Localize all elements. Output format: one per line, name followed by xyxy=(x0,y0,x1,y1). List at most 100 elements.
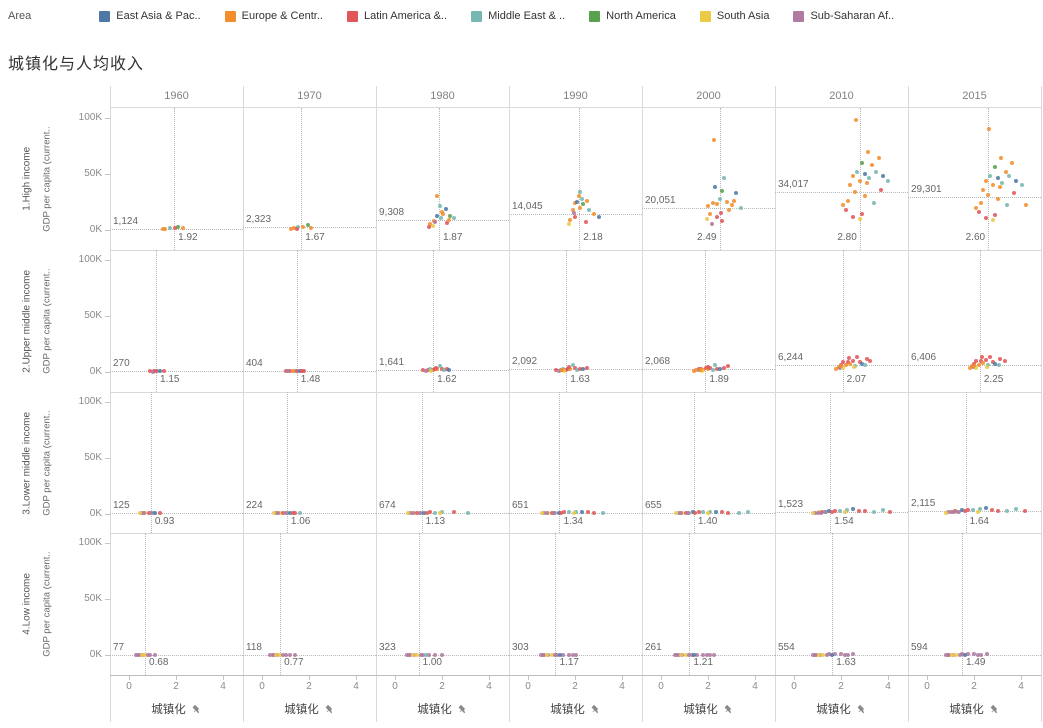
data-point[interactable] xyxy=(727,207,732,212)
data-point[interactable] xyxy=(271,511,276,516)
data-point[interactable] xyxy=(999,156,1004,161)
data-point[interactable] xyxy=(846,198,851,203)
data-point[interactable] xyxy=(407,653,412,657)
data-point[interactable] xyxy=(567,652,572,657)
legend-item-1[interactable]: Europe & Centr.. xyxy=(224,10,323,22)
data-point[interactable] xyxy=(711,138,716,143)
data-point[interactable] xyxy=(292,511,297,516)
data-point[interactable] xyxy=(975,509,980,514)
data-point[interactable] xyxy=(815,510,820,515)
data-point[interactable] xyxy=(288,369,293,374)
data-point[interactable] xyxy=(555,652,560,657)
data-point[interactable] xyxy=(148,653,153,658)
data-point[interactable] xyxy=(981,361,986,366)
data-point[interactable] xyxy=(829,509,834,514)
scatter-pane[interactable]: 29,301 2.60 xyxy=(908,108,1041,250)
data-point[interactable] xyxy=(962,652,967,657)
data-point[interactable] xyxy=(571,211,576,216)
data-point[interactable] xyxy=(850,214,855,219)
data-point[interactable] xyxy=(1014,507,1019,512)
data-point[interactable] xyxy=(683,652,688,657)
data-point[interactable] xyxy=(541,653,546,658)
data-point[interactable] xyxy=(591,212,596,217)
data-point[interactable] xyxy=(862,172,867,176)
data-point[interactable] xyxy=(295,369,300,374)
data-point[interactable] xyxy=(860,361,865,366)
data-point[interactable] xyxy=(410,511,415,516)
data-point[interactable] xyxy=(1002,358,1007,363)
data-point[interactable] xyxy=(979,201,984,206)
data-point[interactable] xyxy=(415,510,420,515)
data-point[interactable] xyxy=(986,193,991,198)
data-point[interactable] xyxy=(868,359,873,364)
data-point[interactable] xyxy=(990,217,995,222)
scatter-pane[interactable]: 1,523 1.54 xyxy=(775,391,908,534)
data-point[interactable] xyxy=(283,511,288,516)
data-point[interactable] xyxy=(701,510,706,515)
data-point[interactable] xyxy=(573,201,577,206)
data-point[interactable] xyxy=(1022,508,1027,513)
data-point[interactable] xyxy=(976,210,981,215)
data-point[interactable] xyxy=(299,369,304,374)
data-point[interactable] xyxy=(274,653,279,658)
data-point[interactable] xyxy=(710,200,715,205)
data-point[interactable] xyxy=(943,652,948,657)
data-point[interactable] xyxy=(691,652,696,657)
data-point[interactable] xyxy=(960,508,965,513)
data-point[interactable] xyxy=(448,214,453,219)
data-point[interactable] xyxy=(993,361,998,366)
data-point[interactable] xyxy=(580,196,585,201)
data-point[interactable] xyxy=(557,652,562,657)
data-point[interactable] xyxy=(701,652,706,657)
data-point[interactable] xyxy=(145,653,150,658)
data-point[interactable] xyxy=(990,359,995,364)
data-point[interactable] xyxy=(980,355,985,360)
data-point[interactable] xyxy=(706,204,710,209)
data-point[interactable] xyxy=(690,510,695,515)
data-point[interactable] xyxy=(833,508,838,513)
data-point[interactable] xyxy=(715,366,720,371)
data-point[interactable] xyxy=(866,149,871,154)
scatter-pane[interactable]: 6,244 2.07 xyxy=(775,249,908,392)
data-point[interactable] xyxy=(990,183,995,188)
scatter-pane[interactable]: 2,092 1.63 xyxy=(509,249,642,392)
data-point[interactable] xyxy=(948,510,953,515)
scatter-pane[interactable]: 594 1.49 xyxy=(908,533,1041,675)
data-point[interactable] xyxy=(429,368,434,373)
data-point[interactable] xyxy=(997,185,1002,190)
data-point[interactable] xyxy=(581,202,586,207)
data-point[interactable] xyxy=(843,207,848,212)
data-point[interactable] xyxy=(745,510,750,515)
data-point[interactable] xyxy=(972,652,976,657)
data-point[interactable] xyxy=(946,652,951,657)
data-point[interactable] xyxy=(432,510,437,515)
data-point[interactable] xyxy=(957,652,962,657)
data-point[interactable] xyxy=(708,652,713,657)
data-point[interactable] xyxy=(844,508,849,513)
data-point[interactable] xyxy=(447,217,452,222)
data-point[interactable] xyxy=(711,652,716,657)
data-point[interactable] xyxy=(440,209,444,214)
data-point[interactable] xyxy=(856,508,861,513)
data-point[interactable] xyxy=(709,222,714,227)
data-point[interactable] xyxy=(857,178,862,183)
data-point[interactable] xyxy=(427,652,432,657)
data-point[interactable] xyxy=(465,510,470,515)
scatter-pane[interactable]: 14,045 2.18 xyxy=(509,108,642,250)
data-point[interactable] xyxy=(734,191,739,196)
data-point[interactable] xyxy=(846,359,851,364)
data-point[interactable] xyxy=(691,368,696,373)
data-point[interactable] xyxy=(556,368,561,373)
data-point[interactable] xyxy=(437,204,442,209)
data-point[interactable] xyxy=(591,510,596,515)
data-point[interactable] xyxy=(1003,169,1008,174)
data-point[interactable] xyxy=(864,357,869,362)
data-point[interactable] xyxy=(996,362,1001,367)
data-point[interactable] xyxy=(162,369,167,374)
data-point[interactable] xyxy=(567,365,572,370)
data-point[interactable] xyxy=(710,367,715,372)
data-point[interactable] xyxy=(176,225,181,230)
data-point[interactable] xyxy=(871,201,876,206)
data-point[interactable] xyxy=(984,652,989,657)
data-point[interactable] xyxy=(843,363,848,368)
